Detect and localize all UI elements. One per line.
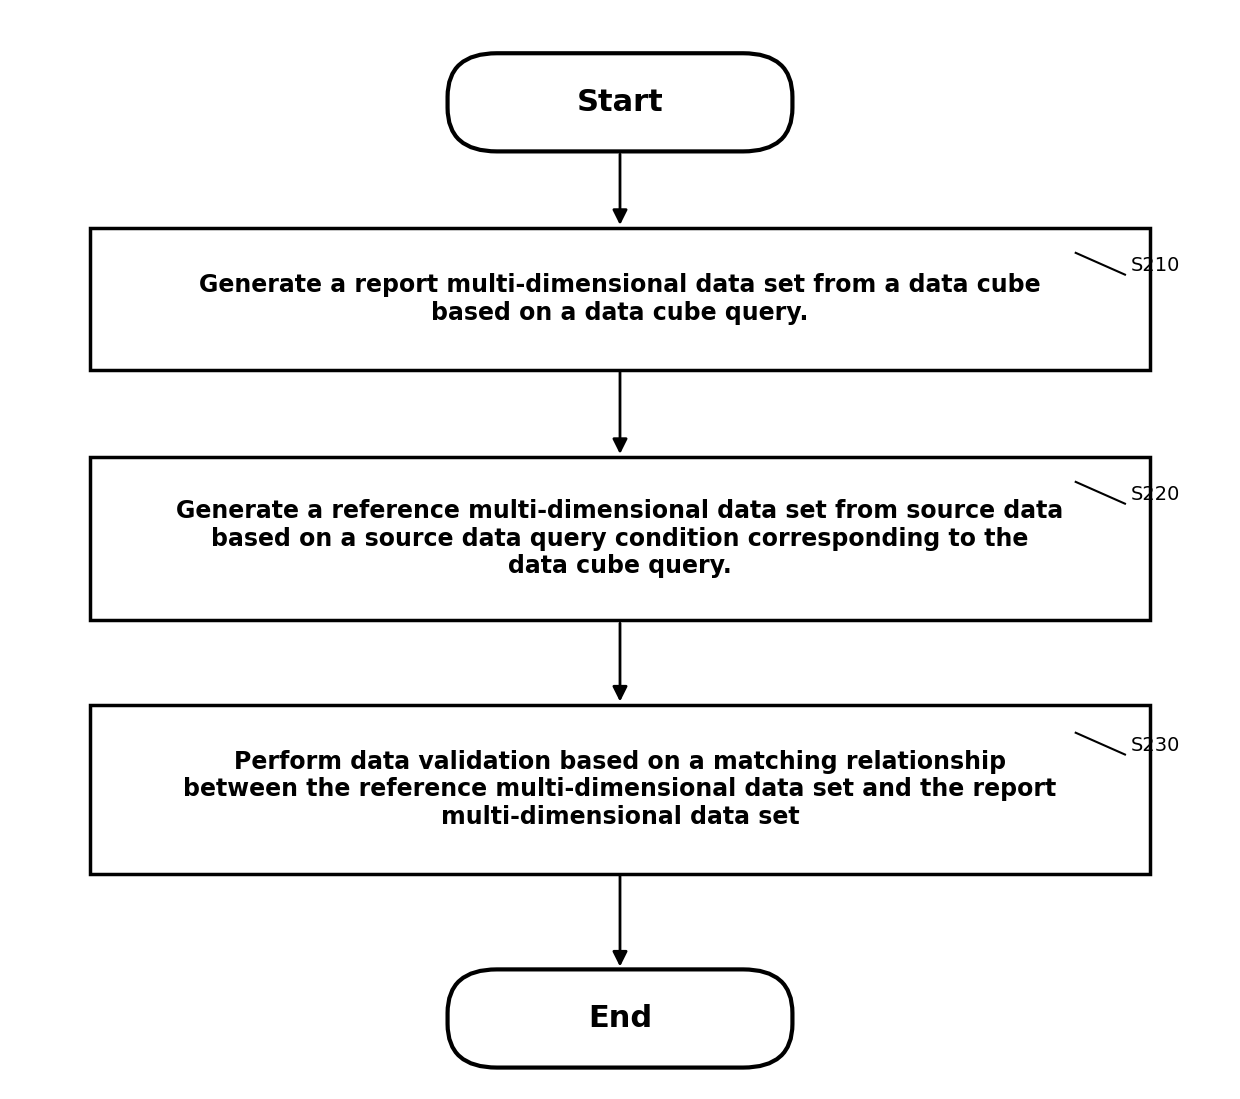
Text: Start: Start (577, 88, 663, 116)
Text: Generate a reference multi-dimensional data set from source data
based on a sour: Generate a reference multi-dimensional d… (176, 499, 1064, 578)
Text: Perform data validation based on a matching relationship
between the reference m: Perform data validation based on a match… (184, 750, 1056, 830)
Text: End: End (588, 1004, 652, 1033)
Bar (91, 704, 1149, 874)
Text: S210: S210 (1131, 256, 1180, 276)
FancyBboxPatch shape (448, 969, 792, 1067)
Bar (91, 227, 1149, 369)
Text: S230: S230 (1131, 736, 1180, 755)
Text: S220: S220 (1131, 486, 1180, 504)
Text: Generate a report multi-dimensional data set from a data cube
based on a data cu: Generate a report multi-dimensional data… (200, 273, 1040, 324)
FancyBboxPatch shape (448, 53, 792, 152)
Bar (91, 457, 1149, 621)
